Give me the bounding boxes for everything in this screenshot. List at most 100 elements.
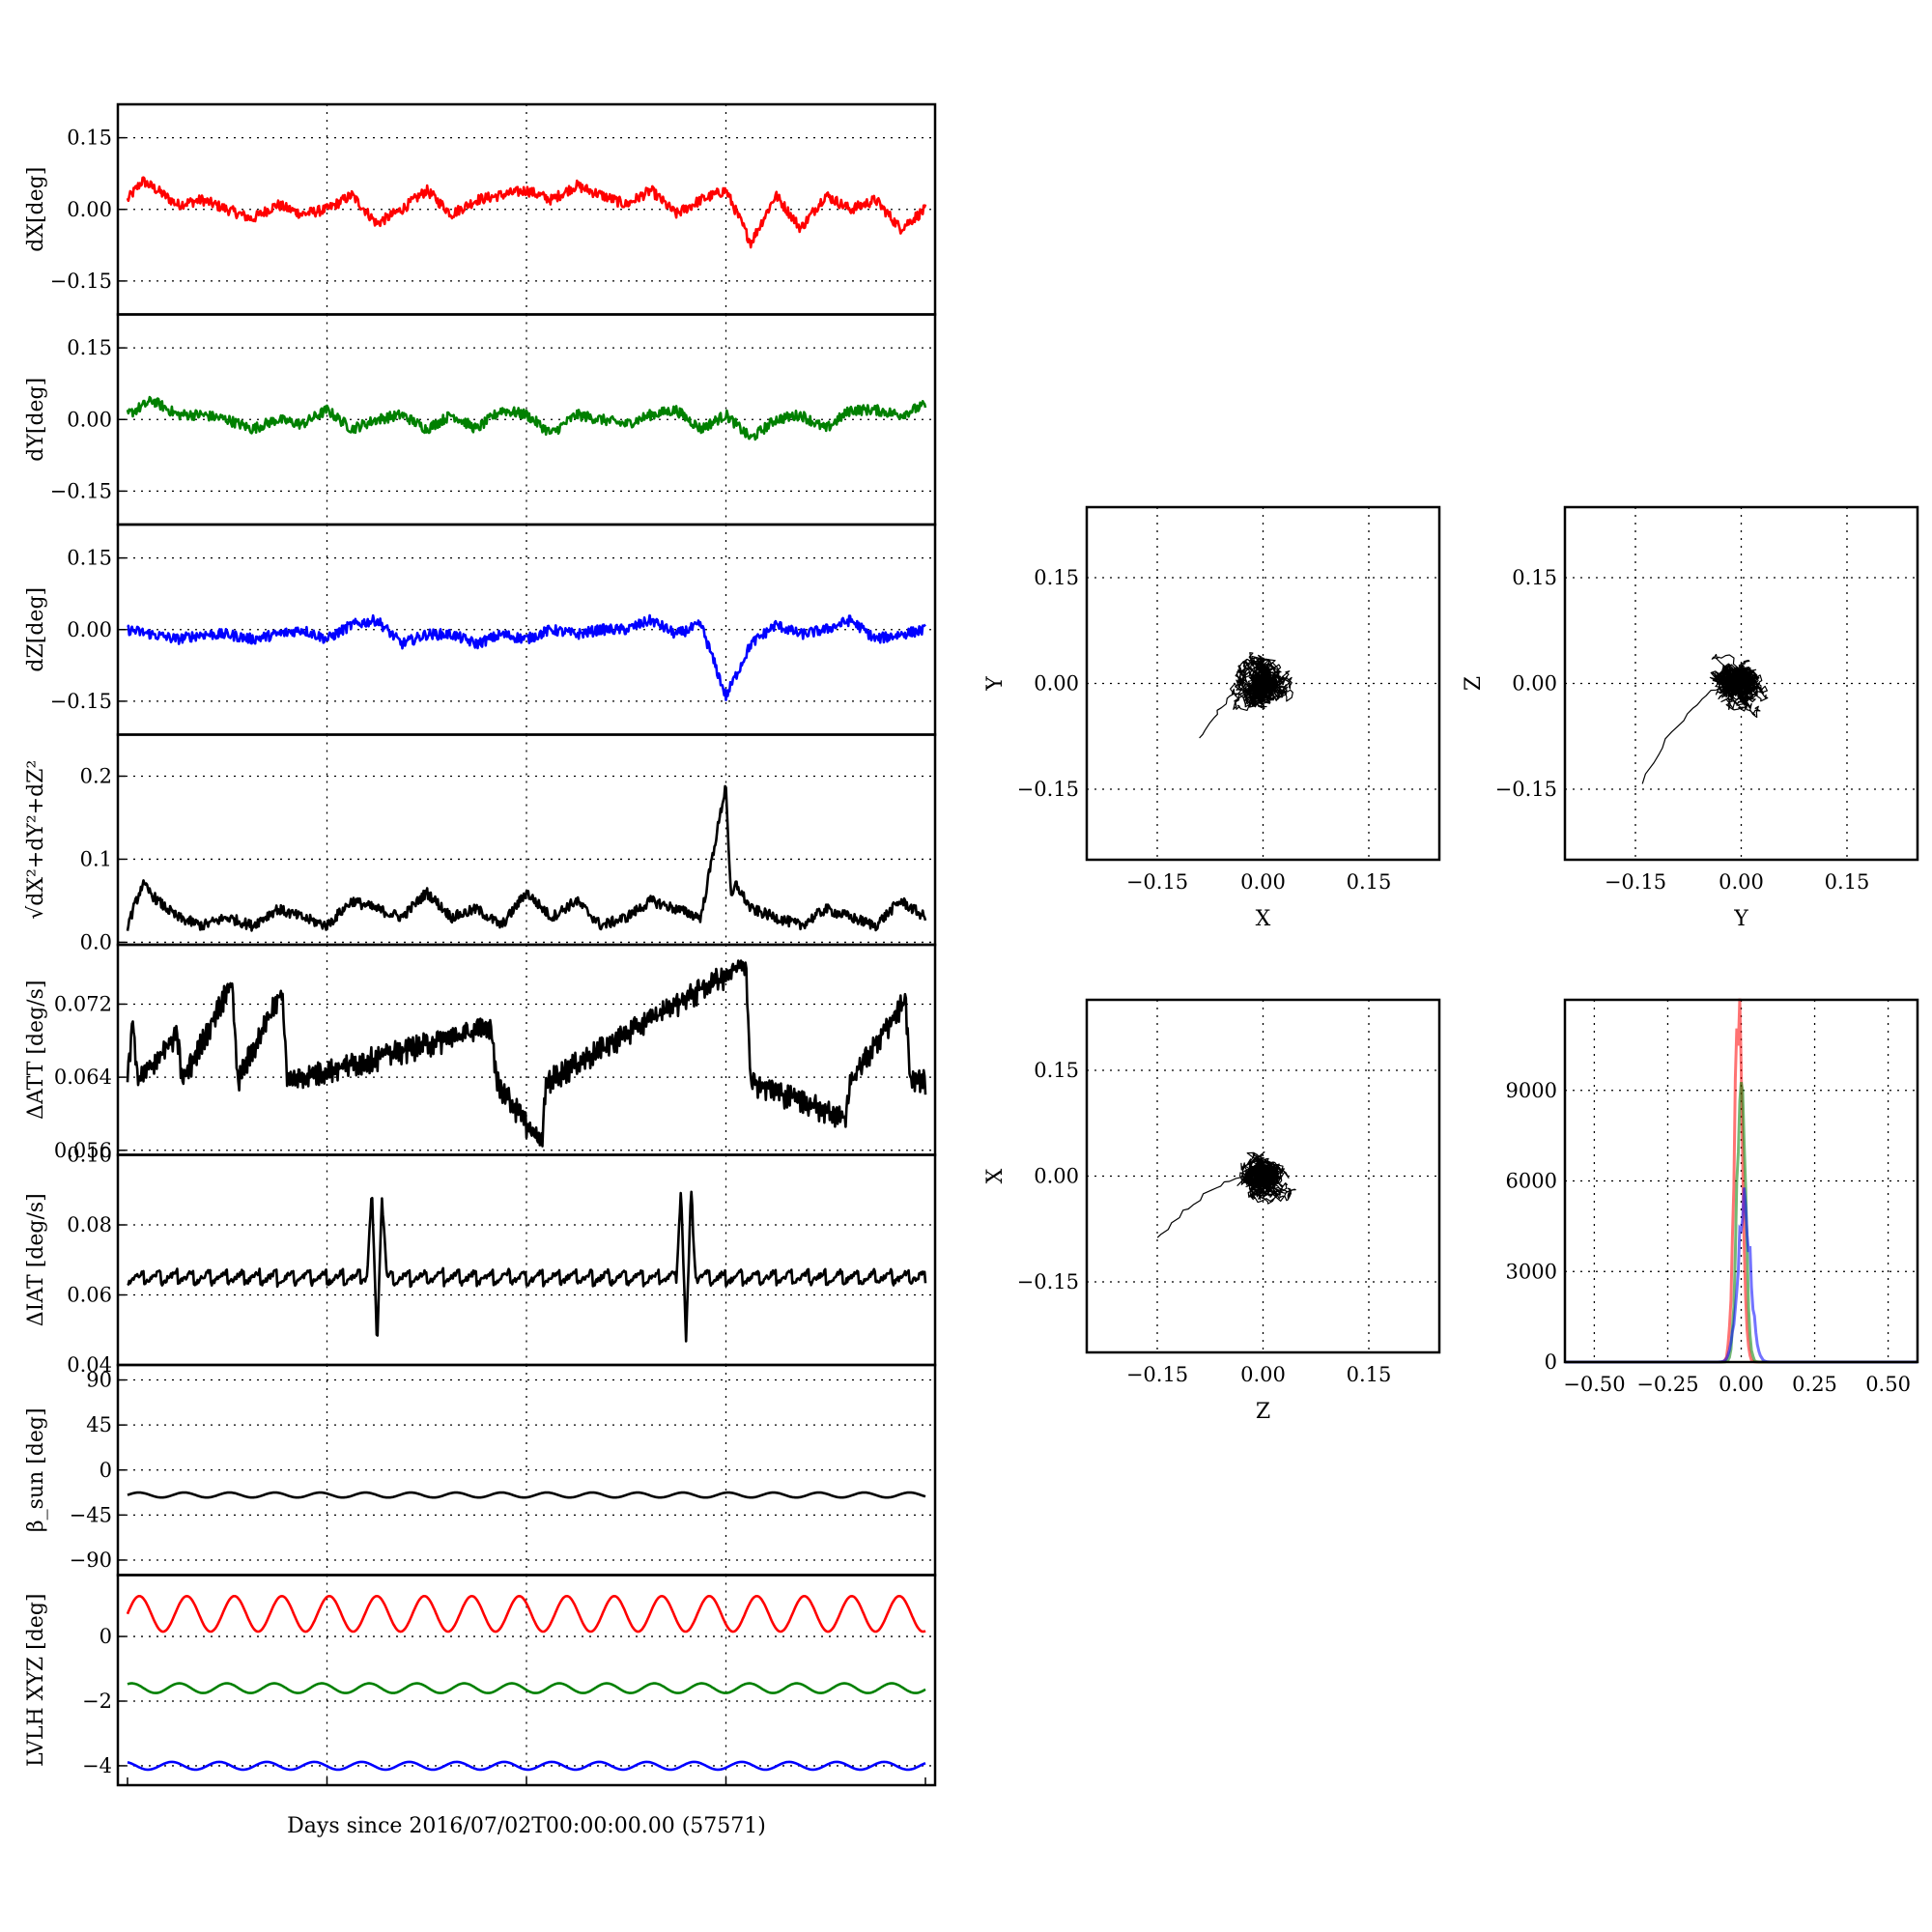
- y-axis-label: Y: [983, 676, 1008, 692]
- y-tick-label: −0.15: [50, 479, 112, 502]
- histogram-line: [1565, 998, 1918, 1364]
- scatter-trace: [1236, 1151, 1296, 1205]
- x-tick-label: 0.00: [1719, 870, 1764, 894]
- y-tick-label: −0.15: [1495, 778, 1557, 801]
- series-line: [127, 1760, 926, 1772]
- panel-6: 0.10 0.08 0.06 0.04 ΔIAT [deg/s]: [24, 1144, 937, 1377]
- x-tick-label: −0.25: [1636, 1373, 1698, 1396]
- scatter-panels: −0.15 −0.15 0.00 0.00 0.15 0.15 X Y −0.15 −0.15 0.…: [983, 505, 1919, 1424]
- y-axis-label: ΔIAT [deg/s]: [24, 1193, 48, 1326]
- time-series-panels: 0.150.00−0.15dX[deg]0.150.00−0.15dY[deg]…: [24, 102, 937, 1838]
- y-tick-label: 0.15: [67, 336, 112, 359]
- y-tick-label: 0.00: [67, 618, 112, 641]
- y-tick-label: −2: [82, 1690, 112, 1713]
- y-axis-label: X: [983, 1168, 1008, 1183]
- y-tick-label: 3000: [1506, 1260, 1557, 1283]
- scatter-trace: [1709, 653, 1769, 719]
- histogram-line: [1565, 1187, 1918, 1364]
- y-axis-label: dX[deg]: [24, 167, 48, 252]
- x-tick-label: 0.00: [1240, 870, 1286, 894]
- y-tick-label: 0.056: [54, 1139, 112, 1162]
- scatter-ZX: −0.15 −0.15 0.00 0.00 0.15 0.15 Z X: [983, 998, 1441, 1424]
- series-line: [127, 1682, 926, 1694]
- x-tick-label: 0.15: [1825, 870, 1870, 894]
- y-axis-label: dZ[deg]: [24, 587, 48, 672]
- panel-5: 0.072 0.064 0.056 ΔATT [deg/s]: [24, 943, 937, 1162]
- x-tick-label: −0.15: [1126, 1363, 1188, 1386]
- y-tick-label: 0.00: [1034, 672, 1079, 696]
- x-tick-label: 0.50: [1865, 1373, 1911, 1396]
- y-tick-label: 0.15: [1034, 1059, 1079, 1082]
- y-tick-label: −0.15: [1017, 778, 1079, 801]
- y-tick-label: 0: [1545, 1350, 1557, 1374]
- y-tick-label: 45: [86, 1413, 112, 1436]
- y-tick-label: 0.00: [1512, 672, 1557, 696]
- x-tick-label: 0.15: [1347, 1363, 1392, 1386]
- scatter-tail: [1199, 682, 1264, 739]
- series-line: [126, 784, 927, 932]
- y-tick-label: −0.15: [1017, 1270, 1079, 1293]
- series-line: [126, 959, 927, 1148]
- y-tick-label: 0.2: [80, 764, 112, 787]
- y-tick-label: 0.15: [67, 127, 112, 150]
- y-tick-label: −0.15: [50, 270, 112, 293]
- x-axis-label: Days since 2016/07/02T00:00:00.00 (57571…: [287, 1814, 766, 1838]
- y-axis-label: dY[deg]: [24, 378, 48, 462]
- x-tick-label: 0.00: [1719, 1373, 1764, 1396]
- x-tick-label: −0.50: [1563, 1373, 1625, 1396]
- y-tick-label: 0.04: [67, 1353, 112, 1377]
- y-tick-label: 0.00: [67, 408, 112, 431]
- y-tick-label: 0.0: [80, 930, 112, 953]
- series-line: [126, 176, 927, 249]
- y-tick-label: 0: [99, 1625, 112, 1648]
- y-tick-label: −45: [70, 1503, 112, 1526]
- x-tick-label: −0.15: [1605, 870, 1666, 894]
- y-tick-label: 0.00: [1034, 1165, 1079, 1188]
- y-axis-label: Z: [1462, 676, 1486, 691]
- y-tick-label: −4: [82, 1754, 112, 1777]
- series-line: [127, 1491, 926, 1499]
- scatter-tail: [1156, 1175, 1264, 1238]
- x-axis-label: Z: [1256, 1400, 1270, 1424]
- histogram-panel: −0.50 −0.25 0.00 0.25 0.50 9000 6000 3000 0: [1506, 998, 1919, 1396]
- y-tick-label: 0.15: [1512, 566, 1557, 589]
- scatter-XY: −0.15 −0.15 0.00 0.00 0.15 0.15 X Y: [983, 505, 1441, 931]
- y-axis-label: ΔATT [deg/s]: [24, 980, 48, 1120]
- series-line: [126, 1595, 926, 1634]
- series-line: [126, 395, 927, 441]
- y-tick-label: 0.00: [67, 198, 112, 221]
- y-tick-label: 0.072: [54, 992, 112, 1015]
- y-axis-label: √dX²+dY²+dZ²: [24, 760, 48, 920]
- y-tick-label: 0.064: [54, 1065, 112, 1089]
- x-tick-label: 0.15: [1347, 870, 1392, 894]
- panel-frame: [1085, 998, 1441, 1354]
- series-line: [127, 1190, 927, 1343]
- panel-4: 0.2 0.1 0.0 √dX²+dY²+dZ²: [24, 733, 937, 953]
- y-tick-label: 90: [86, 1369, 112, 1392]
- y-tick-label: −90: [70, 1548, 112, 1572]
- y-tick-label: 0.06: [67, 1284, 112, 1307]
- y-tick-label: 0.15: [1034, 566, 1079, 589]
- panel-8: 0 −2 −4 LVLH XYZ [deg]: [24, 1574, 937, 1787]
- x-tick-label: 0.25: [1792, 1373, 1837, 1396]
- y-axis-label: LVLH XYZ [deg]: [24, 1594, 48, 1768]
- panel-7: 90 45 0 −45 −90 β_sun [deg]: [24, 1363, 937, 1577]
- scatter-tail: [1641, 682, 1742, 784]
- x-axis-label: X: [1256, 907, 1271, 931]
- y-tick-label: 0.08: [67, 1213, 112, 1236]
- scatter-YZ: −0.15 −0.15 0.00 0.00 0.15 0.15 Y Z: [1462, 505, 1919, 931]
- y-tick-label: 0.10: [67, 1144, 112, 1167]
- y-tick-label: 0.1: [80, 847, 112, 870]
- y-tick-label: 0.15: [67, 547, 112, 570]
- y-axis-label: β_sun [deg]: [24, 1407, 48, 1532]
- panel-frame: [1563, 998, 1919, 1364]
- y-tick-label: 9000: [1506, 1079, 1557, 1102]
- panel-frame: [1563, 505, 1919, 862]
- y-tick-label: 0: [99, 1459, 112, 1482]
- x-tick-label: 0.00: [1240, 1363, 1286, 1386]
- panel-frame: [1085, 505, 1441, 862]
